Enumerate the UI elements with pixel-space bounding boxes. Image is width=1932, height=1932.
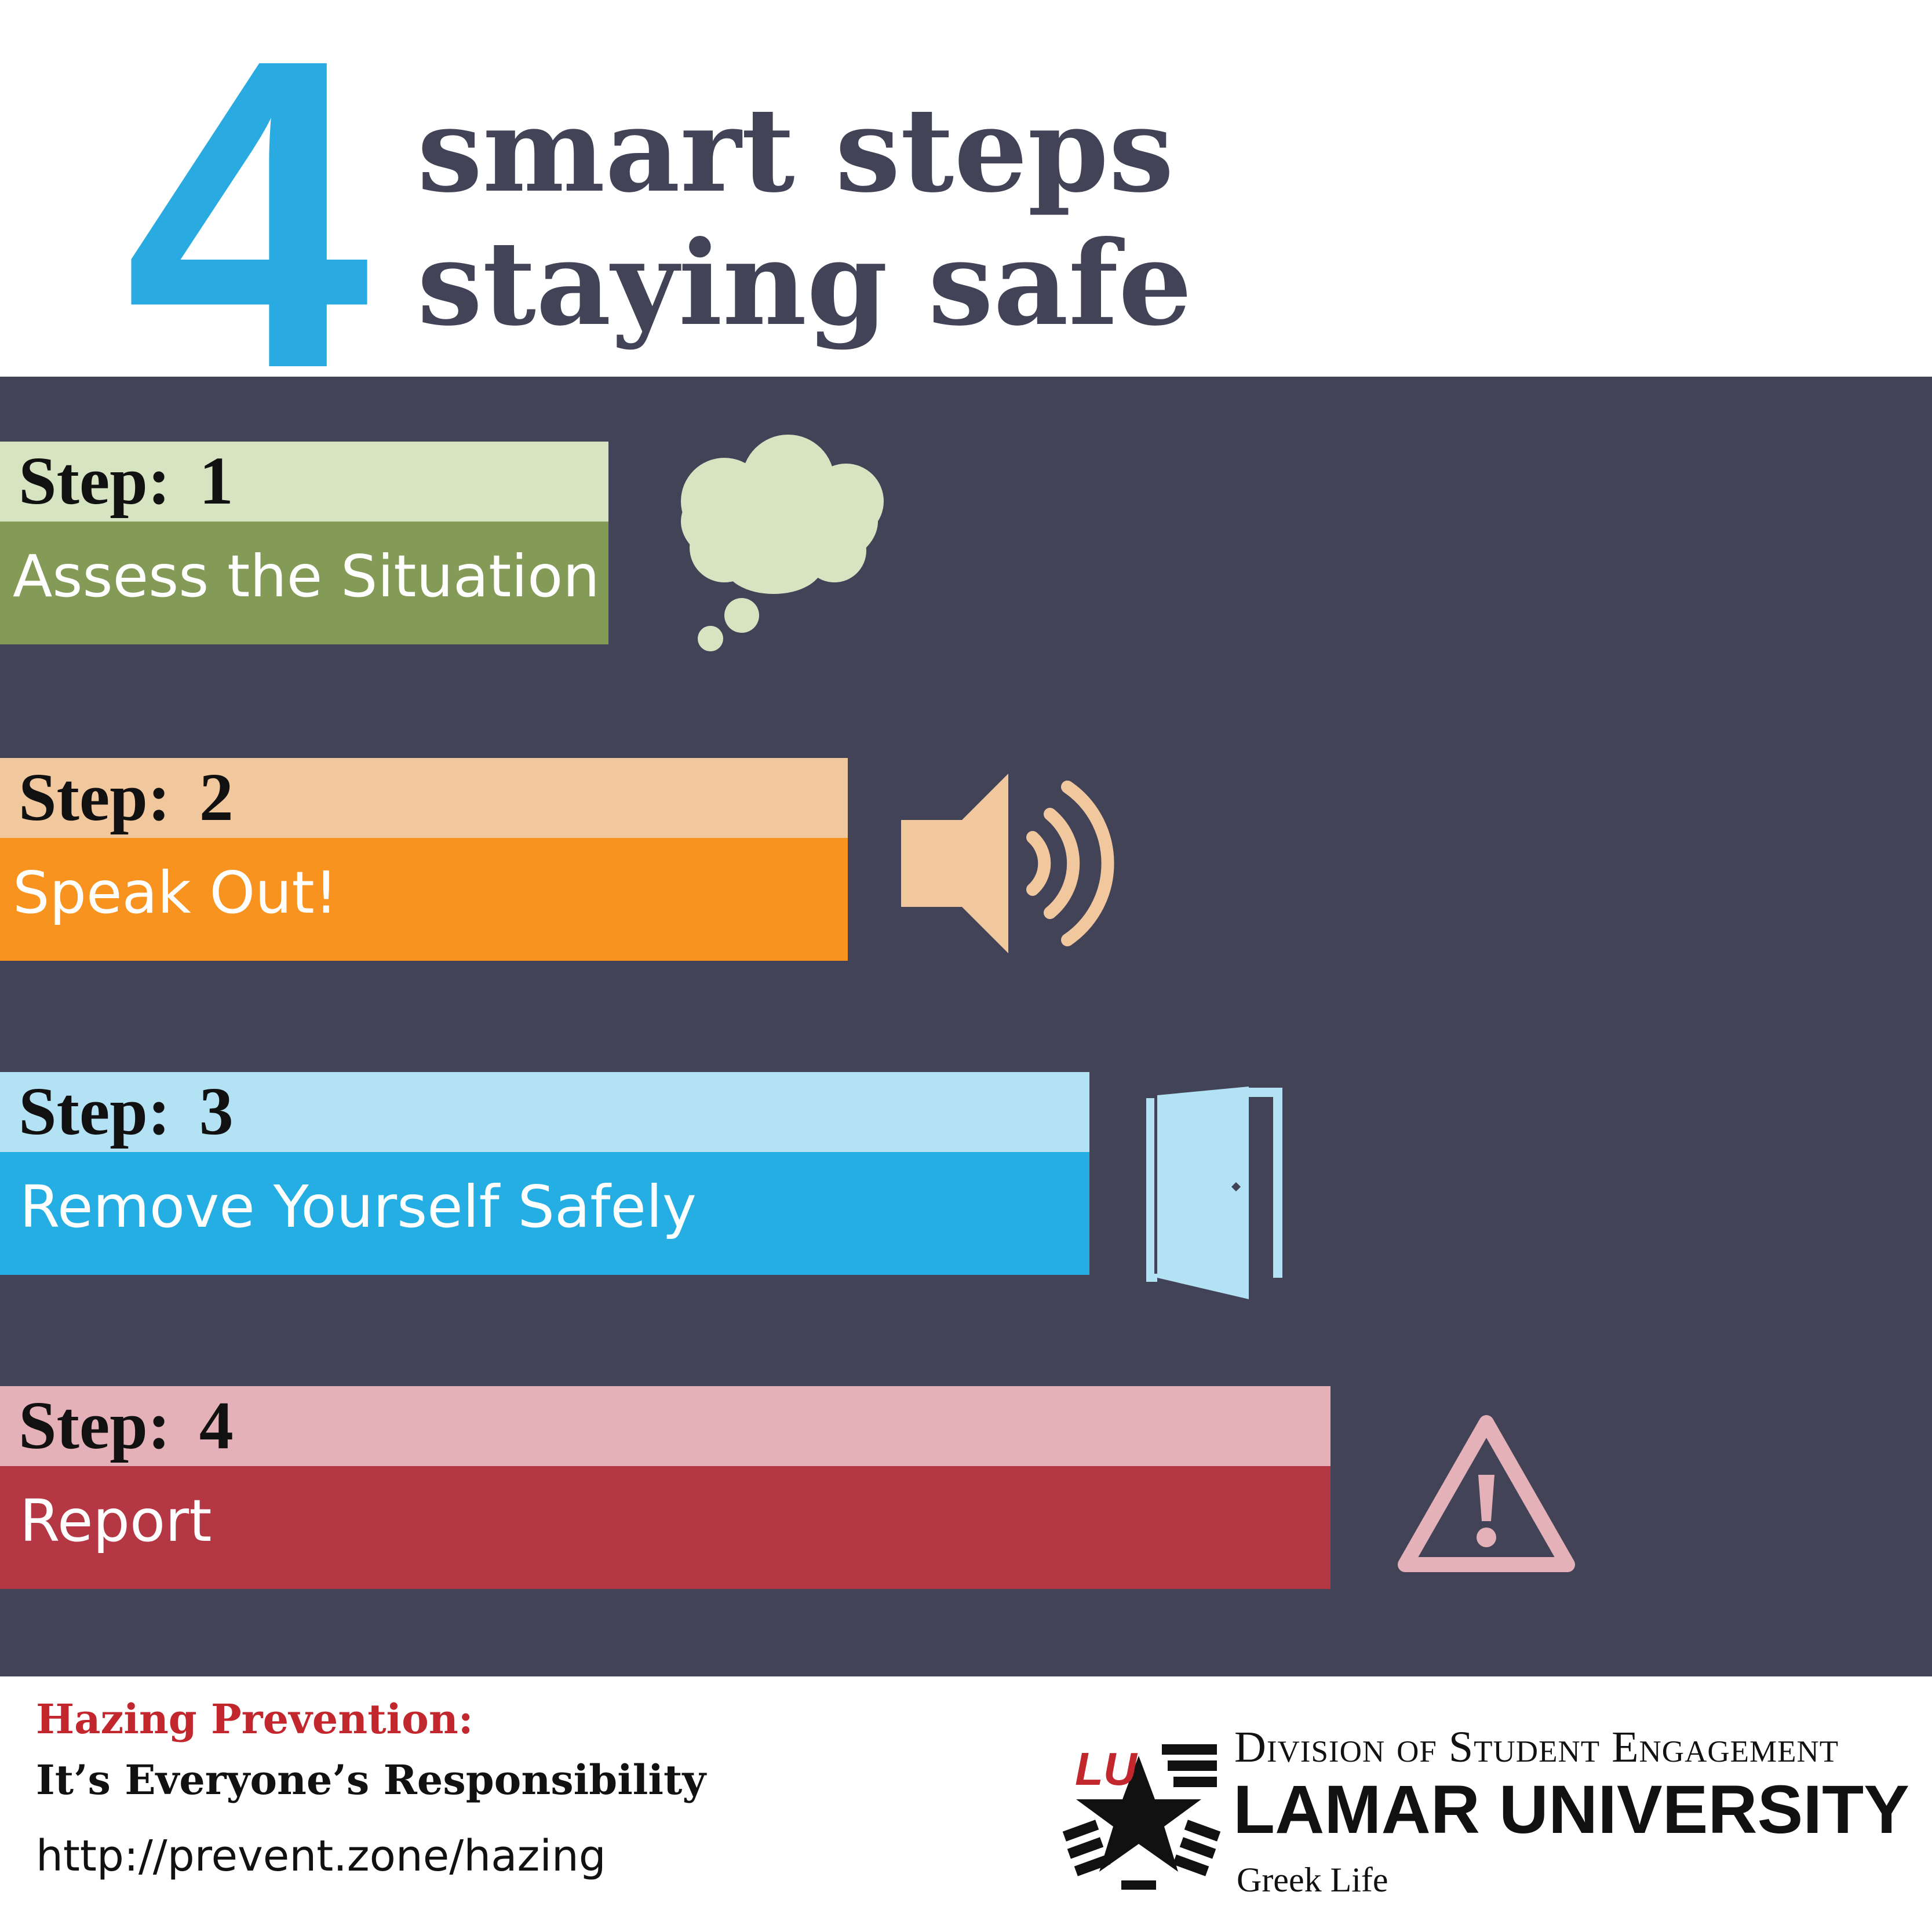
- title-line-2: staying safe: [417, 216, 1193, 352]
- step-1-header-bar: Step: 1: [0, 442, 608, 522]
- step-3-text-bar: Remove Yourself Safely: [0, 1152, 1089, 1275]
- step-2-text: Speak Out!: [13, 859, 338, 927]
- warning-icon: [1398, 1415, 1575, 1572]
- step-2-text-bar: Speak Out!: [0, 838, 848, 961]
- title-line-1: smart steps: [417, 82, 1174, 218]
- step-1-label: Step: 1: [19, 443, 234, 519]
- step-4-header-bar: Step: 4: [0, 1386, 1330, 1466]
- step-2-label: Step: 2: [19, 759, 234, 835]
- department-name: Greek Life: [1237, 1861, 1388, 1899]
- footer-subtitle: It’s Everyone’s Responsibility: [36, 1756, 706, 1804]
- step-3-text: Remove Yourself Safely: [20, 1173, 697, 1241]
- step-3-label: Step: 3: [19, 1073, 234, 1149]
- big-number-four: 4: [125, 0, 370, 460]
- speaker-icon: [901, 774, 1114, 953]
- door-icon: [1146, 1087, 1282, 1299]
- division-name: Division of Student Engagement: [1234, 1723, 1839, 1771]
- step-4-label: Step: 4: [19, 1387, 234, 1463]
- step-1-text: Assess the Situation: [13, 542, 600, 610]
- footer-url-link[interactable]: http://prevent.zone/hazing: [36, 1831, 606, 1881]
- footer-title: Hazing Prevention:: [36, 1695, 473, 1743]
- svg-text:LU: LU: [1075, 1743, 1138, 1795]
- step-4-text-bar: Report: [0, 1466, 1330, 1589]
- lamar-university-logo: LU: [1062, 1743, 1221, 1890]
- step-4-text: Report: [20, 1487, 212, 1555]
- step-3-header-bar: Step: 3: [0, 1072, 1089, 1152]
- step-2-header-bar: Step: 2: [0, 758, 848, 838]
- university-name: LAMAR UNIVERSITY: [1233, 1771, 1909, 1848]
- thought-cloud-icon: [681, 435, 884, 651]
- step-1-text-bar: Assess the Situation: [0, 522, 608, 644]
